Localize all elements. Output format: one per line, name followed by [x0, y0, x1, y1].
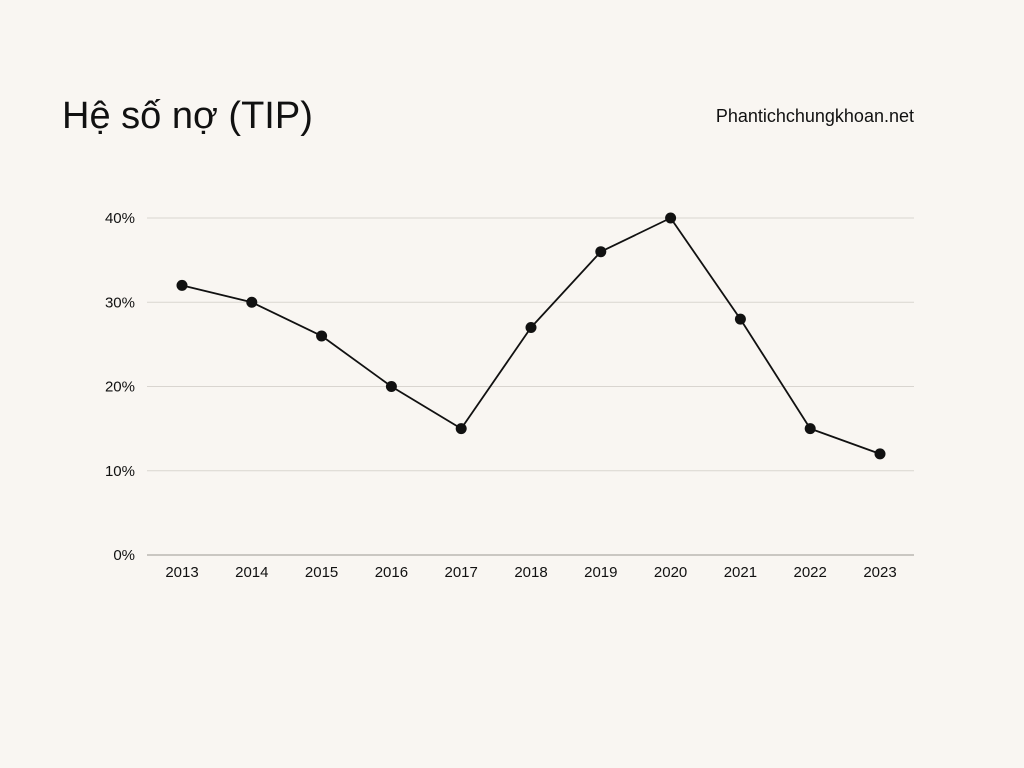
x-tick-label: 2021 [724, 564, 757, 581]
x-tick-label: 2013 [165, 564, 198, 581]
data-point-2021 [734, 313, 746, 325]
data-points [176, 212, 886, 460]
data-point-2019 [595, 246, 607, 258]
data-point-2023 [874, 448, 886, 460]
data-point-2015 [316, 330, 328, 342]
x-tick-label: 2016 [375, 564, 408, 581]
gridlines [147, 217, 914, 472]
data-point-2017 [455, 423, 467, 435]
y-axis-tick-labels: 0% 10% 20% 30% 40% [105, 210, 135, 564]
x-tick-label: 2019 [584, 564, 617, 581]
x-tick-label: 2014 [235, 564, 268, 581]
x-tick-label: 2023 [863, 564, 896, 581]
chart-title: Hệ số nợ (TIP) [62, 95, 313, 137]
x-tick-label: 2015 [305, 564, 338, 581]
y-tick-label: 20% [105, 379, 135, 396]
y-tick-label: 0% [113, 547, 135, 564]
data-point-2013 [176, 279, 188, 291]
y-tick-label: 40% [105, 210, 135, 227]
data-point-2014 [246, 296, 258, 308]
series-line-layer [181, 217, 881, 455]
x-tick-label: 2017 [445, 564, 478, 581]
data-point-2020 [665, 212, 677, 224]
x-tick-label: 2022 [794, 564, 827, 581]
y-tick-label: 30% [105, 294, 135, 311]
data-point-2018 [525, 322, 537, 334]
x-axis-tick-labels: 2013 2014 2015 2016 2017 2018 2019 2020 2021 2022… [165, 564, 896, 581]
x-tick-label: 2018 [514, 564, 547, 581]
series-line [181, 217, 881, 455]
y-tick-label: 10% [105, 463, 135, 480]
x-tick-label: 2020 [654, 564, 687, 581]
source-label: Phantichchungkhoan.net [715, 106, 914, 126]
data-point-2022 [804, 423, 816, 435]
data-point-2016 [385, 381, 397, 392]
